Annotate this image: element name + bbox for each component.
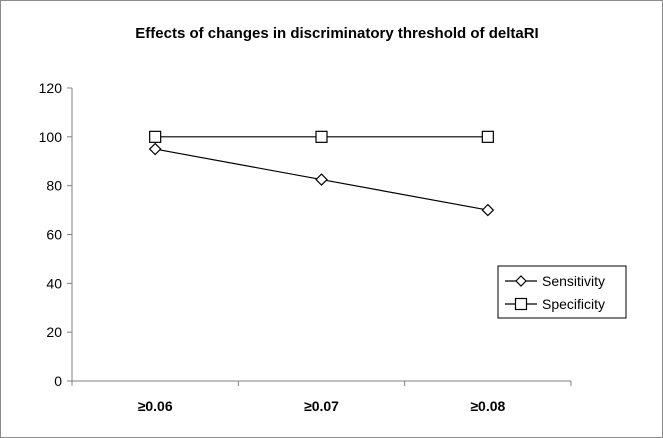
legend-label-specificity: Specificity xyxy=(542,296,605,312)
legend: Sensitivity Specificity xyxy=(497,265,627,319)
legend-marker-specificity xyxy=(514,297,528,311)
data-point-specificity xyxy=(481,130,494,143)
x-tick-label: ≥0.06 xyxy=(138,398,173,414)
y-tick-label: 120 xyxy=(39,80,63,96)
data-point-sensitivity xyxy=(148,142,162,156)
data-point-sensitivity xyxy=(481,203,495,217)
x-axis-ticks: ≥0.06 ≥0.07 ≥0.08 xyxy=(71,381,572,414)
data-point-specificity xyxy=(315,130,328,143)
legend-marker-sensitivity xyxy=(515,275,527,287)
legend-label-sensitivity: Sensitivity xyxy=(542,273,605,289)
y-axis-ticks: 0 20 40 60 80 100 120 xyxy=(39,80,72,389)
data-point-specificity xyxy=(149,130,162,143)
chart-title: Effects of changes in discriminatory thr… xyxy=(135,25,538,42)
y-tick-label: 100 xyxy=(39,129,63,145)
x-tick-label: ≥0.07 xyxy=(304,398,339,414)
y-tick-label: 80 xyxy=(46,178,62,194)
y-tick-label: 60 xyxy=(46,227,62,243)
y-tick-label: 20 xyxy=(46,324,62,340)
series-layer xyxy=(148,130,495,217)
data-point-sensitivity xyxy=(315,173,328,186)
x-tick-label: ≥0.08 xyxy=(470,398,505,414)
y-tick-label: 0 xyxy=(54,373,62,389)
y-tick-label: 40 xyxy=(46,275,62,291)
